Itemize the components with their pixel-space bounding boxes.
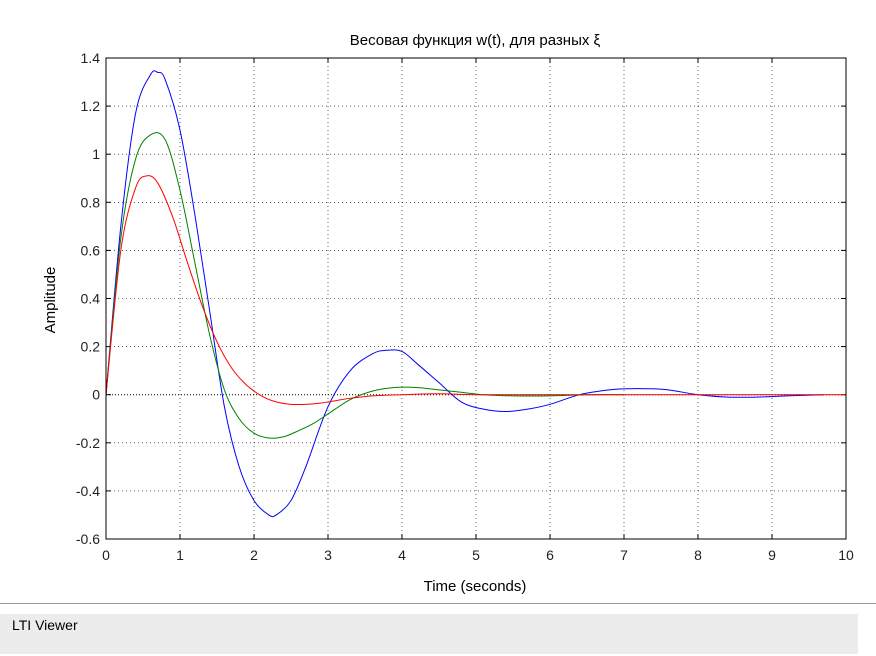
status-text: LTI Viewer: [12, 617, 78, 633]
x-tick-label: 8: [694, 547, 702, 563]
status-bar: LTI Viewer: [0, 614, 858, 654]
chart-title: Весовая функция w(t), для разных ξ: [350, 32, 601, 49]
y-tick-label: -0.6: [76, 531, 100, 547]
y-tick-label: 1.2: [81, 98, 101, 114]
x-tick-label: 5: [472, 547, 480, 563]
x-tick-label: 6: [546, 547, 554, 563]
x-tick-label: 2: [250, 547, 258, 563]
y-tick-label: 0.6: [81, 242, 101, 258]
x-tick-label: 4: [398, 547, 406, 563]
series-line-1: [105, 70, 824, 518]
x-tick-label: 7: [620, 547, 628, 563]
y-tick-label: 0: [92, 387, 100, 403]
y-tick-labels: -0.6 -0.4 -0.2 0 0.2 0.4 0.6 0.8 1 1.2 1.4: [76, 50, 100, 547]
chart-area: Весовая функция w(t), для разных ξ 0 1 2 3 4…: [42, 32, 854, 595]
y-tick-label: 1.4: [81, 50, 101, 66]
x-tick-labels: 0 1 2 3 4 5 6 7 8 9 10: [102, 547, 854, 563]
grid-lines: [105, 57, 847, 540]
y-tick-label: 0.8: [81, 194, 101, 210]
y-tick-label: -0.2: [76, 435, 100, 451]
y-tick-label: 0.4: [81, 291, 101, 307]
series-line-3: [105, 175, 846, 406]
x-tick-label: 1: [176, 547, 184, 563]
y-tick-label: 0.2: [81, 339, 101, 355]
series-line-2: [105, 132, 625, 439]
series-lines: [105, 70, 846, 518]
x-axis-label: Time (seconds): [424, 578, 527, 595]
y-axis-label: Amplitude: [42, 267, 59, 334]
x-tick-label: 0: [102, 547, 110, 563]
y-tick-label: -0.4: [76, 483, 100, 499]
status-divider: [0, 603, 876, 604]
x-tick-label: 10: [838, 547, 854, 563]
x-tick-label: 3: [324, 547, 332, 563]
x-tick-label: 9: [768, 547, 776, 563]
y-tick-label: 1: [92, 146, 100, 162]
plot-frame: [105, 57, 847, 540]
